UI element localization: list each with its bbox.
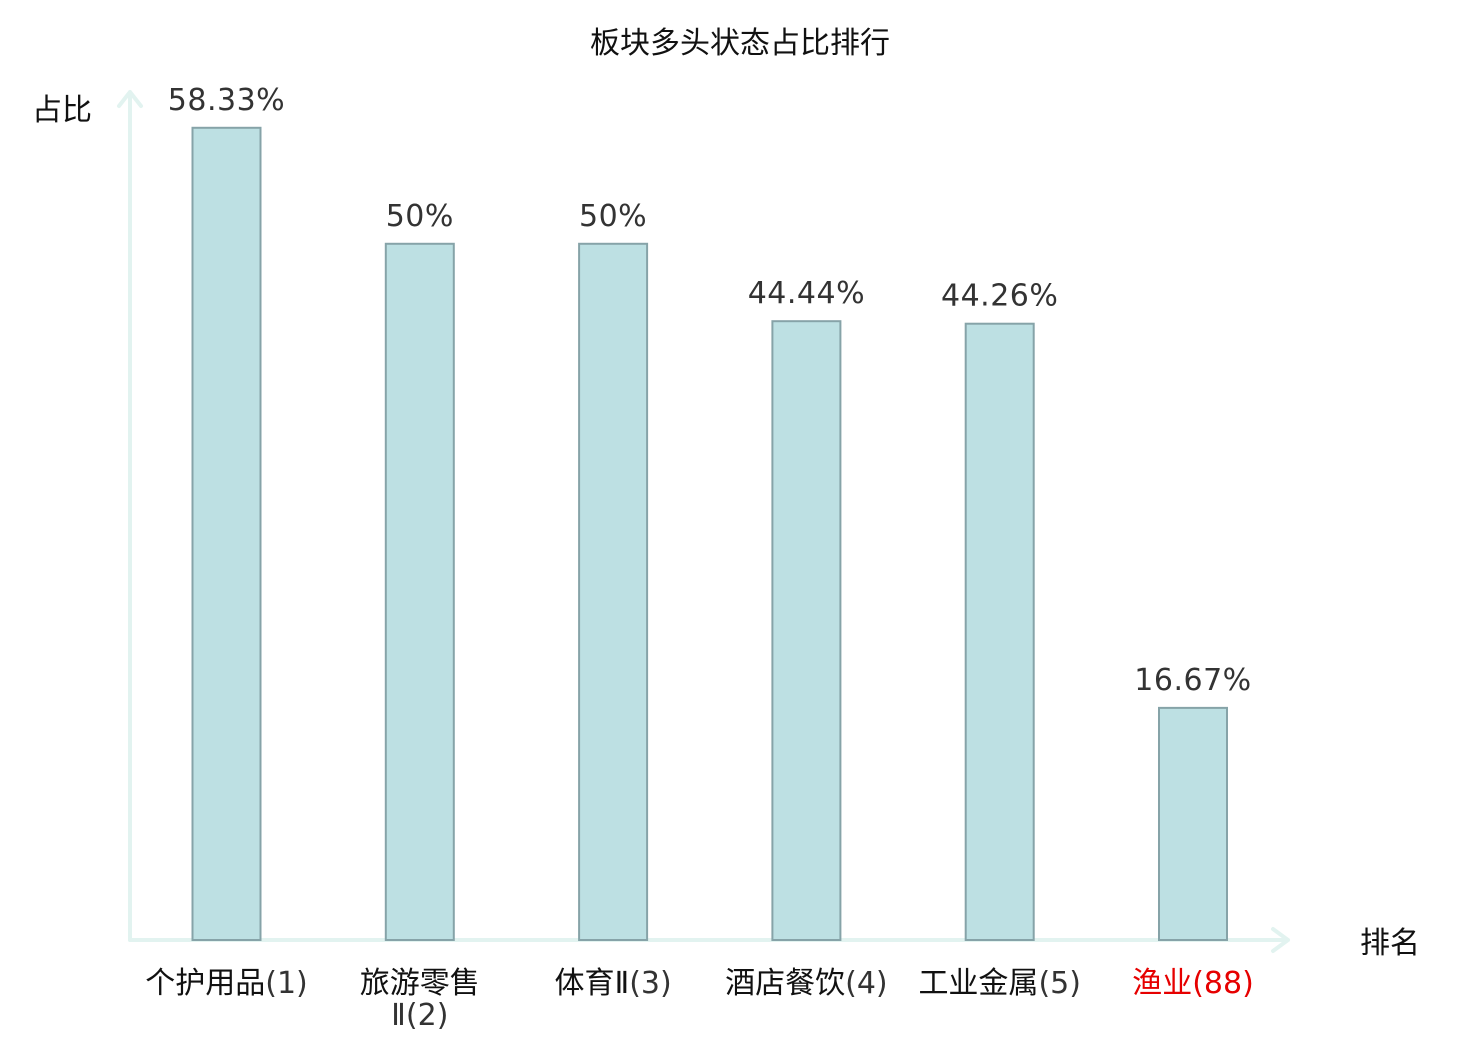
x-tick-label: 体育Ⅱ(3) [554,966,671,1001]
x-tick-label-rank: (2) [406,998,449,1033]
y-axis [117,90,143,942]
x-axis-title: 排名 [1360,926,1420,961]
x-tick-label-name: 体育Ⅱ [554,966,629,1001]
data-label: 44.44% [748,276,865,311]
bar [964,322,1035,941]
data-label: 50% [386,199,454,234]
bar [771,320,842,941]
value-labels-group: 58.33% 50% 50% 44.44% 44.26% 16.67% [168,83,1251,698]
x-tick-label-name-cont: Ⅱ [391,998,406,1033]
x-tick-label-rank: (4) [845,966,888,1001]
x-tick-label-rank: (3) [629,966,672,1001]
x-tick-label-name: 渔业 [1132,966,1192,1001]
category-labels-group: 个护用品(1) 旅游零售 Ⅱ(2) 体育Ⅱ(3) 酒店餐饮(4) 工业金属(5) 渔业(88… [145,966,1254,1033]
x-tick-label: 个护用品(1) [145,966,308,1001]
bar [578,242,649,942]
data-label: 16.67% [1134,663,1251,698]
y-axis-title: 占比 [32,93,92,128]
bar [191,126,262,941]
x-tick-label-name: 工业金属 [918,966,1038,1001]
x-tick-label-name: 旅游零售 [360,966,480,1001]
x-tick-label: 旅游零售 Ⅱ(2) [360,966,480,1033]
x-tick-label: 工业金属(5) [918,966,1080,1001]
data-label: 50% [579,199,647,234]
x-axis [128,927,1290,953]
x-tick-label-rank: (1) [265,966,308,1001]
data-label: 44.26% [941,279,1058,314]
bar [384,242,455,942]
x-tick-label: 渔业(88) [1132,966,1254,1001]
bars-group [191,126,1228,942]
x-tick-label: 酒店餐饮(4) [725,966,888,1001]
chart-title: 板块多头状态占比排行 [590,26,890,61]
x-tick-label-name: 酒店餐饮 [725,966,845,1001]
x-tick-label-rank: (88) [1192,966,1254,1001]
data-label: 58.33% [168,83,285,118]
x-tick-label-rank: (5) [1038,966,1081,1001]
x-tick-label-name: 个护用品 [145,966,265,1001]
bar [1158,706,1228,941]
